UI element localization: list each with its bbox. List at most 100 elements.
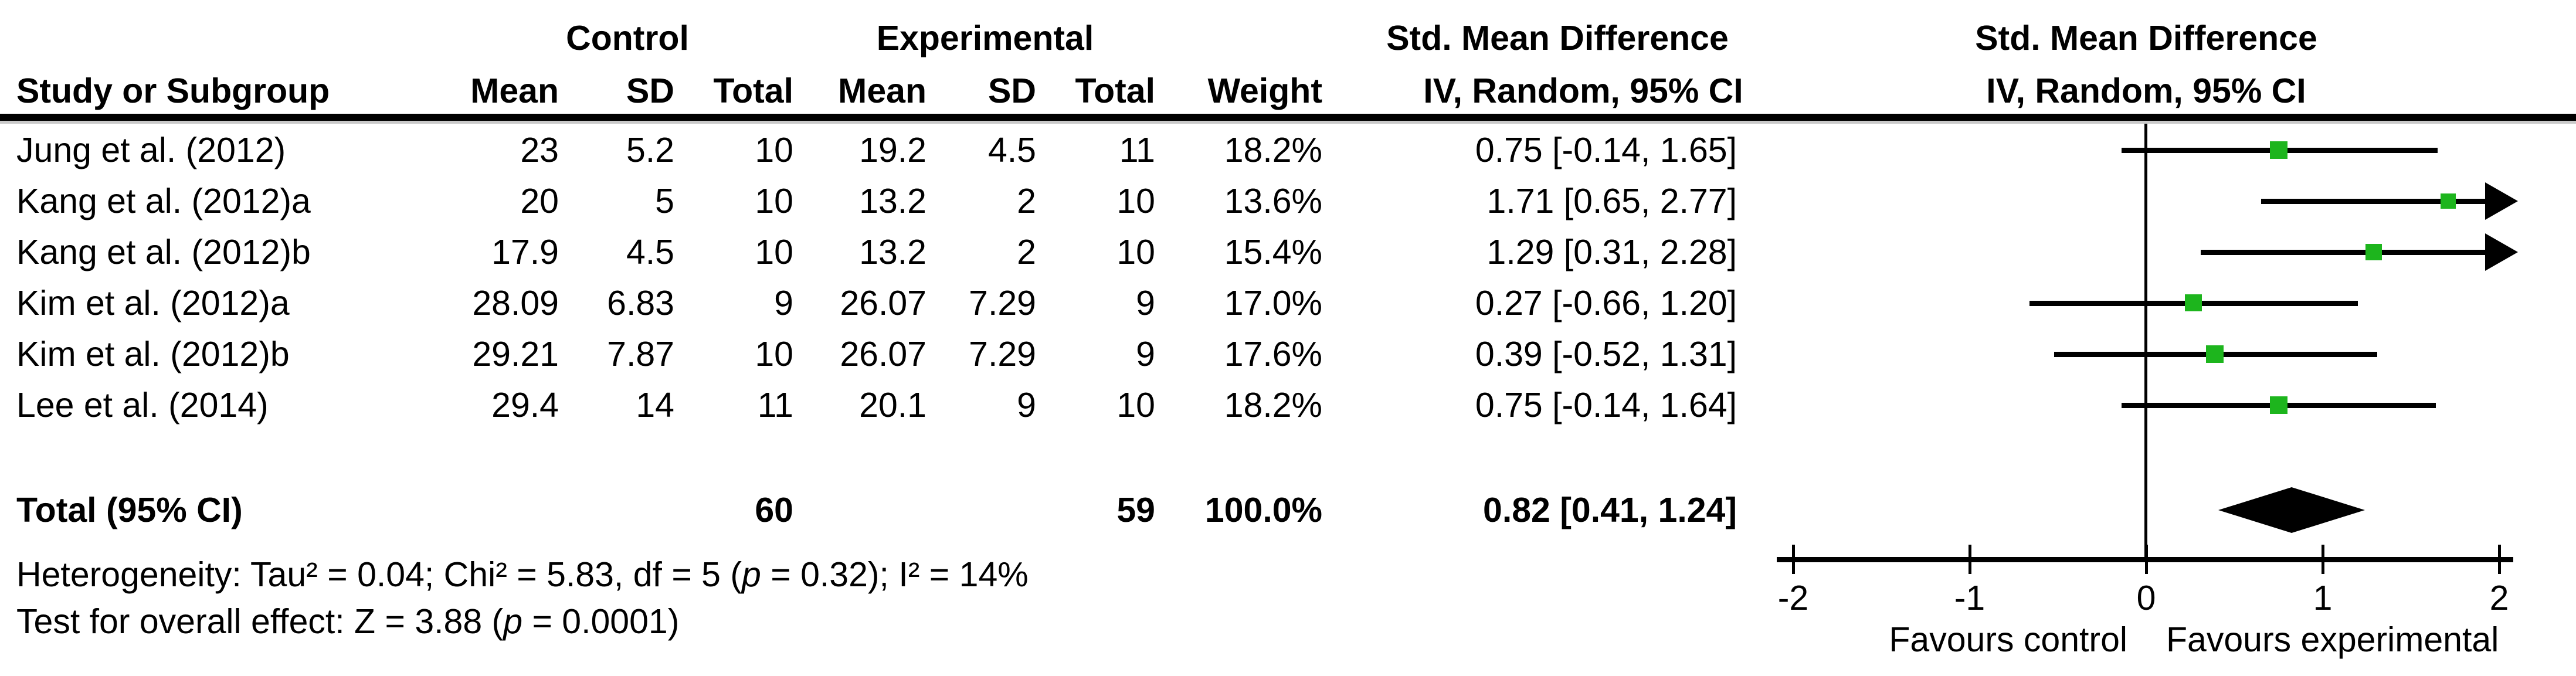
cell-weight: 17.6% (1224, 335, 1322, 373)
cell-c-total: 10 (755, 182, 793, 220)
cell-c-total: 11 (757, 386, 793, 424)
favours-experimental-label: Favours experimental (2166, 620, 2499, 659)
axis-tick-label: 2 (2489, 579, 2509, 617)
cell-c-sd: 7.87 (607, 335, 674, 373)
study-label: Kim et al. (2012)a (16, 284, 290, 322)
cell-e-sd: 9 (1017, 386, 1036, 424)
header-smd-table: Std. Mean Difference (1386, 19, 1729, 57)
p-symbol: p (503, 602, 523, 641)
total-weight: 100.0% (1204, 491, 1322, 529)
header-rule (0, 114, 2576, 121)
axis-tick (1969, 545, 1971, 574)
col-header-study: Study or Subgroup (16, 72, 330, 110)
col-header-mean-experimental: Mean (838, 72, 926, 110)
total-label: Total (95% CI) (16, 491, 243, 529)
axis-tick-label: -1 (1954, 579, 1986, 617)
total-e-total: 59 (1116, 491, 1155, 529)
effect-square (2206, 345, 2224, 363)
cell-ci: 0.39 [-0.52, 1.31] (1475, 335, 1737, 373)
heterogeneity-prefix: Heterogeneity: Tau² = 0.04; Chi² = 5.83,… (16, 555, 742, 594)
cell-ci: 0.27 [-0.66, 1.20] (1475, 284, 1737, 322)
arrow-right-icon (2485, 233, 2518, 271)
zero-reference-line (2144, 124, 2147, 559)
cell-c-total: 10 (755, 233, 793, 271)
study-label: Kang et al. (2012)a (16, 182, 311, 220)
cell-e-total: 9 (1136, 335, 1155, 373)
cell-e-mean: 26.07 (840, 335, 926, 373)
axis-tick (2322, 545, 2324, 574)
cell-e-total: 11 (1119, 131, 1155, 169)
total-ci: 0.82 [0.41, 1.24] (1483, 491, 1737, 529)
cell-e-sd: 4.5 (987, 131, 1036, 169)
col-header-total-control: Total (713, 72, 793, 110)
cell-e-mean: 20.1 (859, 386, 926, 424)
col-header-sd-control: SD (626, 72, 674, 110)
total-c-total: 60 (755, 491, 793, 529)
col-header-mean-control: Mean (470, 72, 559, 110)
effect-square (2270, 141, 2287, 159)
ci-line (2201, 250, 2486, 255)
study-label: Kang et al. (2012)b (16, 233, 311, 271)
effect-square (2185, 294, 2202, 311)
cell-c-mean: 23 (520, 131, 559, 169)
cell-e-total: 9 (1136, 284, 1155, 322)
axis-tick (1792, 545, 1795, 574)
cell-c-sd: 4.5 (626, 233, 674, 271)
p-symbol: p (742, 555, 761, 594)
cell-ci: 0.75 [-0.14, 1.65] (1475, 131, 1737, 169)
cell-c-total: 9 (774, 284, 793, 322)
cell-weight: 13.6% (1224, 182, 1322, 220)
study-label: Lee et al. (2014) (16, 386, 269, 424)
cell-ci: 0.75 [-0.14, 1.64] (1475, 386, 1737, 424)
cell-weight: 18.2% (1224, 386, 1322, 424)
favours-control-label: Favours control (1889, 620, 2127, 659)
axis-tick-label: 1 (2313, 579, 2333, 617)
cell-c-mean: 29.4 (491, 386, 559, 424)
cell-e-total: 10 (1116, 386, 1155, 424)
heterogeneity-text: Heterogeneity: Tau² = 0.04; Chi² = 5.83,… (16, 554, 1029, 595)
cell-e-sd: 2 (1017, 182, 1036, 220)
axis-tick-label: -2 (1777, 579, 1809, 617)
col-header-sd-experimental: SD (988, 72, 1036, 110)
cell-e-sd: 2 (1017, 233, 1036, 271)
cell-c-sd: 5.2 (626, 131, 674, 169)
arrow-right-icon (2485, 182, 2518, 220)
cell-c-total: 10 (755, 131, 793, 169)
study-label: Kim et al. (2012)b (16, 335, 290, 373)
effect-square (2365, 244, 2382, 260)
cell-c-sd: 14 (636, 386, 674, 424)
cell-c-mean: 29.21 (472, 335, 559, 373)
axis-tick (2145, 545, 2148, 574)
cell-weight: 18.2% (1224, 131, 1322, 169)
cell-e-mean: 26.07 (840, 284, 926, 322)
cell-c-total: 10 (755, 335, 793, 373)
cell-e-sd: 7.29 (969, 284, 1036, 322)
overall-suffix: = 0.0001) (522, 602, 680, 641)
cell-ci: 1.29 [0.31, 2.28] (1486, 233, 1737, 271)
study-label: Jung et al. (2012) (16, 131, 286, 169)
cell-weight: 17.0% (1224, 284, 1322, 322)
cell-c-sd: 5 (655, 182, 674, 220)
cell-c-mean: 20 (520, 182, 559, 220)
effect-square (2270, 396, 2287, 414)
cell-c-mean: 17.9 (491, 233, 559, 271)
cell-e-mean: 13.2 (859, 182, 926, 220)
cell-e-total: 10 (1116, 182, 1155, 220)
total-diamond (2218, 487, 2365, 533)
axis-tick (2498, 545, 2501, 574)
cell-c-sd: 6.83 (607, 284, 674, 322)
ci-line (2261, 199, 2486, 204)
cell-e-mean: 13.2 (859, 233, 926, 271)
group-header-control: Control (566, 19, 689, 57)
cell-e-mean: 19.2 (859, 131, 926, 169)
col-header-total-experimental: Total (1075, 72, 1155, 110)
heterogeneity-suffix: = 0.32); I² = 14% (761, 555, 1029, 594)
cell-e-sd: 7.29 (969, 335, 1036, 373)
effect-square (2441, 193, 2456, 209)
header-rule-shadow (0, 121, 2576, 124)
cell-e-total: 10 (1116, 233, 1155, 271)
header-smd-plot: Std. Mean Difference (1975, 19, 2317, 57)
group-header-experimental: Experimental (876, 19, 1094, 57)
col-header-ci-plot: IV, Random, 95% CI (1986, 72, 2306, 110)
